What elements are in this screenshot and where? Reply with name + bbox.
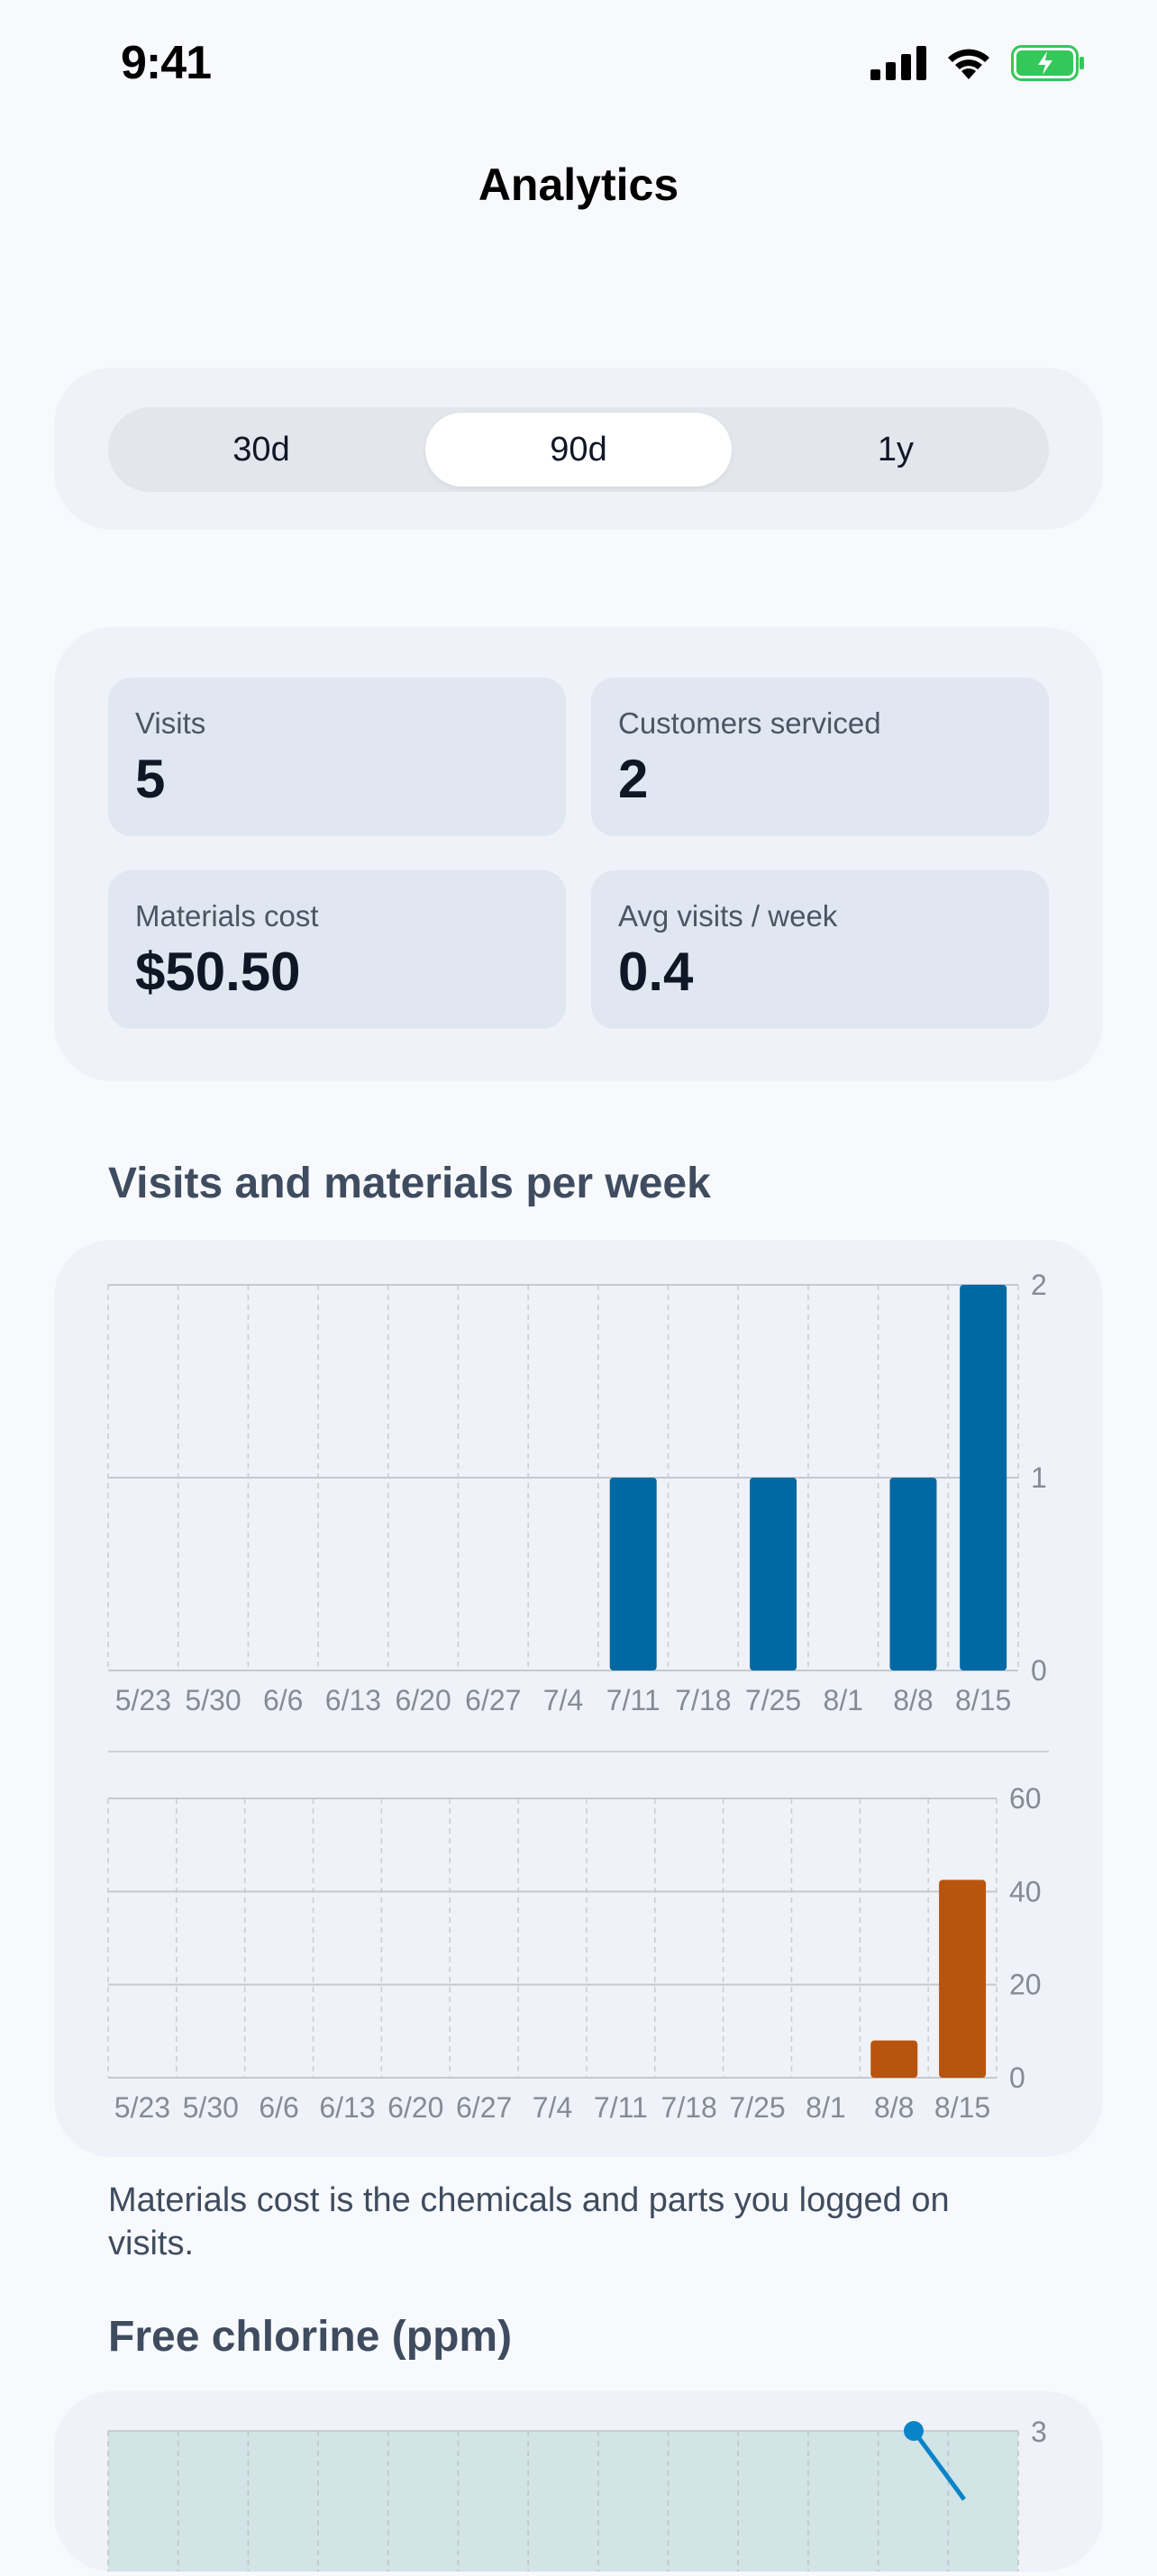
weekly-charts: 0 1 2 5/23 5/30 6/6 6/13 6/20 6/27 7/4 7/11 7/18 7/2… xyxy=(107,1269,1049,2124)
x-tick-label: 6/6 xyxy=(263,1684,303,1716)
bar-8-8 xyxy=(889,1478,937,1670)
stat-avg-visits-week: Avg visits / week 0.4 xyxy=(591,870,1049,1029)
x-tick-label: 7/25 xyxy=(745,1684,801,1716)
bar-7-11 xyxy=(609,1478,657,1670)
x-tick-label: 8/8 xyxy=(874,2091,914,2124)
bar-8-15 xyxy=(960,1285,1007,1670)
x-tick-label: 7/11 xyxy=(606,1684,660,1716)
free-chlorine-section-title: Free chlorine (ppm) xyxy=(108,2313,513,2361)
stat-value: 2 xyxy=(618,749,649,809)
x-tick-label: 5/30 xyxy=(183,2091,239,2124)
x-tick-label: 6/27 xyxy=(465,1684,521,1716)
y-tick-label: 0 xyxy=(1031,1654,1047,1687)
stat-label: Materials cost xyxy=(135,899,319,933)
x-tick-label: 8/15 xyxy=(934,2091,990,2124)
visits-materials-chart-card: 0 1 2 5/23 5/30 6/6 6/13 6/20 6/27 7/4 7/11 7/18 7/2… xyxy=(54,1240,1103,2157)
summary-stats-card: Visits 5 Customers serviced 2 Materials … xyxy=(54,627,1103,1081)
y-tick-label: 60 xyxy=(1009,1782,1042,1815)
stat-customers-serviced: Customers serviced 2 xyxy=(591,678,1049,836)
target-range-band xyxy=(108,2431,1018,2575)
visits-materials-section-title: Visits and materials per week xyxy=(108,1160,711,1207)
status-bar: 9:41 xyxy=(0,0,1157,135)
free-chlorine-chart-card: 3 xyxy=(54,2391,1103,2575)
stat-label: Customers serviced xyxy=(618,706,881,740)
x-tick-label: 6/13 xyxy=(319,2091,375,2124)
y-tick-label: 20 xyxy=(1009,1969,1042,2001)
stat-value: 5 xyxy=(135,749,166,809)
range-segmented-control: 30d 90d 1y xyxy=(108,407,1049,492)
cellular-signal-icon xyxy=(870,46,926,80)
chart-2: 0 20 40 60 5/23 5/30 6/6 6/13 6/20 6/27 7/4 7/11 7/1… xyxy=(107,1782,1042,2124)
battery-charging-icon xyxy=(1011,45,1084,81)
x-tick-label: 6/20 xyxy=(387,2091,443,2124)
x-tick-label: 7/25 xyxy=(729,2091,785,2124)
wifi-icon xyxy=(948,49,989,79)
range-option-1y[interactable]: 1y xyxy=(877,430,915,469)
x-tick-label: 6/20 xyxy=(395,1684,451,1716)
bar-8-8 xyxy=(870,2040,918,2078)
stat-value: 0.4 xyxy=(618,942,694,1002)
x-tick-label: 8/15 xyxy=(955,1684,1011,1716)
chlorine-trend-line xyxy=(911,2429,967,2501)
bar-7-25 xyxy=(750,1478,797,1670)
y-tick-label: 40 xyxy=(1009,1875,1042,1907)
stat-label: Visits xyxy=(135,706,206,740)
stat-visits: Visits 5 xyxy=(108,678,566,836)
free-chlorine-chart: 3 xyxy=(107,2416,1047,2575)
y-tick-label: 2 xyxy=(1031,1269,1047,1301)
x-tick-label: 5/23 xyxy=(115,1684,171,1716)
x-tick-label: 5/30 xyxy=(185,1684,241,1716)
chlorine-y-tick: 3 xyxy=(1031,2416,1047,2448)
x-tick-label: 6/6 xyxy=(259,2091,298,2124)
range-option-30d[interactable]: 30d xyxy=(232,430,290,469)
status-time: 9:41 xyxy=(121,37,212,89)
materials-cost-caption: Materials cost is the chemicals and part… xyxy=(108,2181,950,2262)
page-title: Analytics xyxy=(478,159,679,210)
range-selector-card: 30d 90d 1y xyxy=(54,368,1103,530)
x-tick-label: 7/18 xyxy=(661,2091,717,2124)
x-tick-label: 8/1 xyxy=(806,2091,845,2124)
x-tick-label: 8/8 xyxy=(893,1684,933,1716)
y-tick-label: 1 xyxy=(1031,1461,1047,1494)
stat-value: $50.50 xyxy=(135,942,301,1002)
x-tick-label: 5/23 xyxy=(114,2091,170,2124)
x-tick-label: 6/27 xyxy=(456,2091,512,2124)
chlorine-data-point xyxy=(904,2421,924,2441)
x-tick-label: 7/4 xyxy=(543,1684,583,1716)
x-tick-label: 7/18 xyxy=(675,1684,731,1716)
stat-label: Avg visits / week xyxy=(618,899,838,933)
bar-8-15 xyxy=(939,1880,987,2078)
stat-materials-cost: Materials cost $50.50 xyxy=(108,870,566,1029)
chart-1: 0 1 2 5/23 5/30 6/6 6/13 6/20 6/27 7/4 7/11 7/18 7/2… xyxy=(107,1269,1047,1716)
x-tick-label: 7/4 xyxy=(533,2091,572,2124)
y-tick-label: 0 xyxy=(1009,2062,1025,2094)
status-icons xyxy=(870,45,1085,81)
x-tick-label: 7/11 xyxy=(594,2091,648,2124)
range-option-90d[interactable]: 90d xyxy=(425,413,732,487)
x-tick-label: 8/1 xyxy=(824,1684,863,1716)
x-tick-label: 6/13 xyxy=(325,1684,381,1716)
